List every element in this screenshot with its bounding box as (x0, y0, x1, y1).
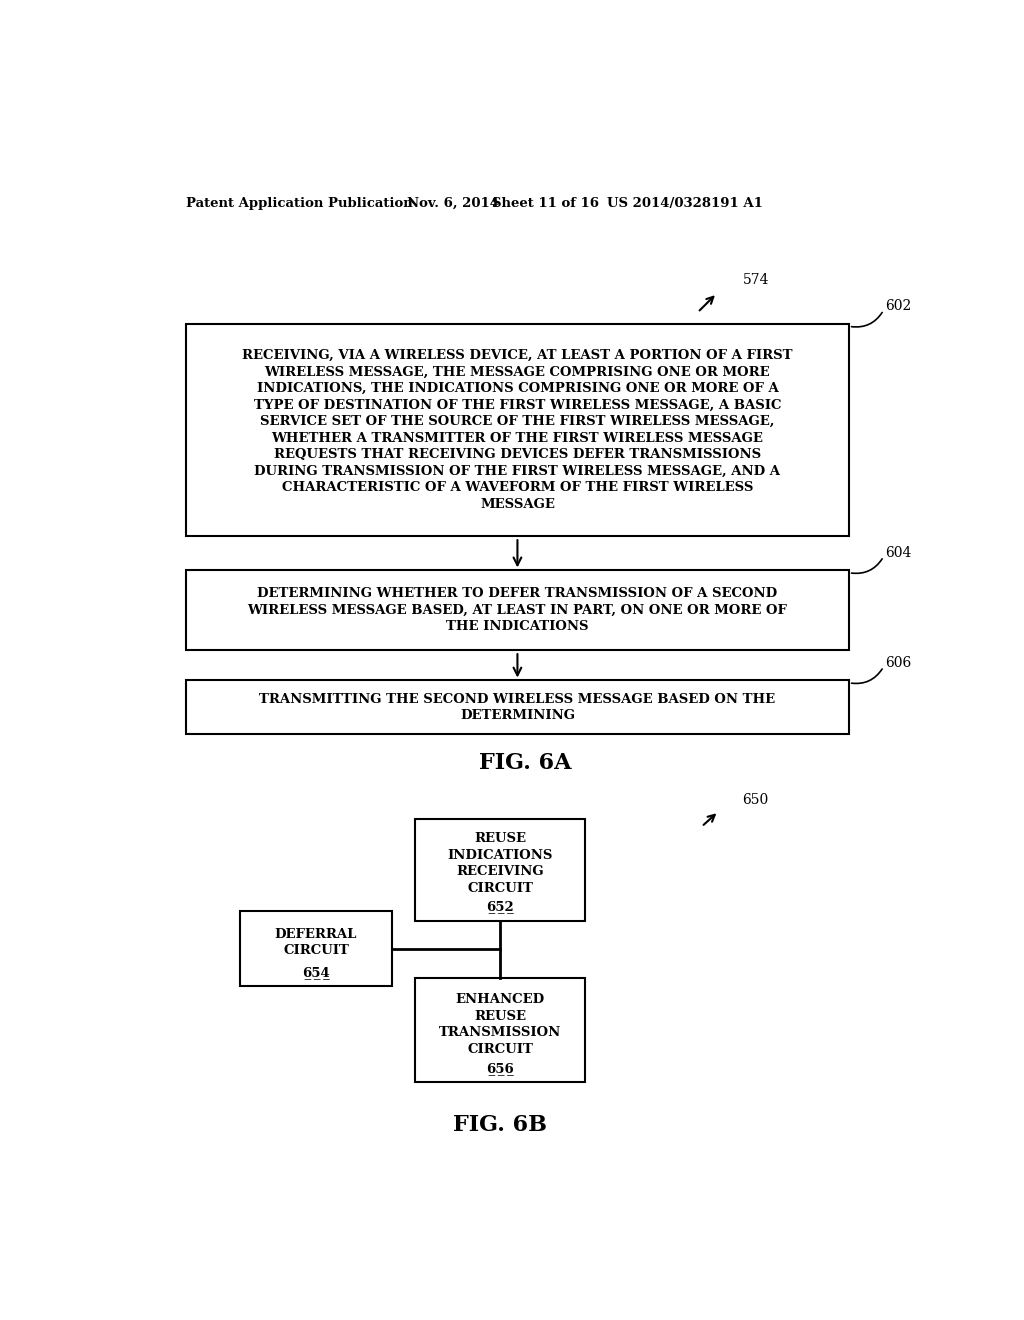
Text: ENHANCED
REUSE
TRANSMISSION
CIRCUIT: ENHANCED REUSE TRANSMISSION CIRCUIT (439, 993, 561, 1056)
Bar (186, 570, 849, 649)
Text: 650: 650 (742, 793, 769, 807)
Text: RECEIVING, VIA A WIRELESS DEVICE, AT LEAST A PORTION OF A FIRST
WIRELESS MESSAGE: RECEIVING, VIA A WIRELESS DEVICE, AT LEA… (243, 348, 793, 511)
Text: Sheet 11 of 16: Sheet 11 of 16 (493, 197, 599, 210)
Text: 6̲5̲2̲: 6̲5̲2̲ (486, 900, 514, 913)
Text: US 2014/0328191 A1: US 2014/0328191 A1 (607, 197, 763, 210)
Text: Nov. 6, 2014: Nov. 6, 2014 (407, 197, 499, 210)
Bar (241, 911, 391, 986)
Text: 574: 574 (742, 273, 769, 286)
Text: 604: 604 (885, 545, 911, 560)
Bar (186, 681, 849, 734)
Text: 6̲5̲4̲: 6̲5̲4̲ (302, 966, 330, 979)
Text: 602: 602 (885, 300, 911, 313)
Text: 606: 606 (885, 656, 911, 669)
Bar (186, 323, 849, 536)
Text: DEFERRAL
CIRCUIT: DEFERRAL CIRCUIT (274, 928, 357, 957)
Bar (415, 818, 586, 921)
Bar (415, 978, 586, 1082)
Text: TRANSMITTING THE SECOND WIRELESS MESSAGE BASED ON THE
DETERMINING: TRANSMITTING THE SECOND WIRELESS MESSAGE… (259, 693, 775, 722)
Text: Patent Application Publication: Patent Application Publication (186, 197, 413, 210)
Text: FIG. 6A: FIG. 6A (478, 752, 571, 774)
Text: DETERMINING WHETHER TO DEFER TRANSMISSION OF A SECOND
WIRELESS MESSAGE BASED, AT: DETERMINING WHETHER TO DEFER TRANSMISSIO… (248, 587, 787, 634)
Text: FIG. 6B: FIG. 6B (453, 1114, 547, 1135)
Text: REUSE
INDICATIONS
RECEIVING
CIRCUIT: REUSE INDICATIONS RECEIVING CIRCUIT (447, 833, 553, 895)
Text: 6̲5̲6̲: 6̲5̲6̲ (486, 1063, 514, 1074)
